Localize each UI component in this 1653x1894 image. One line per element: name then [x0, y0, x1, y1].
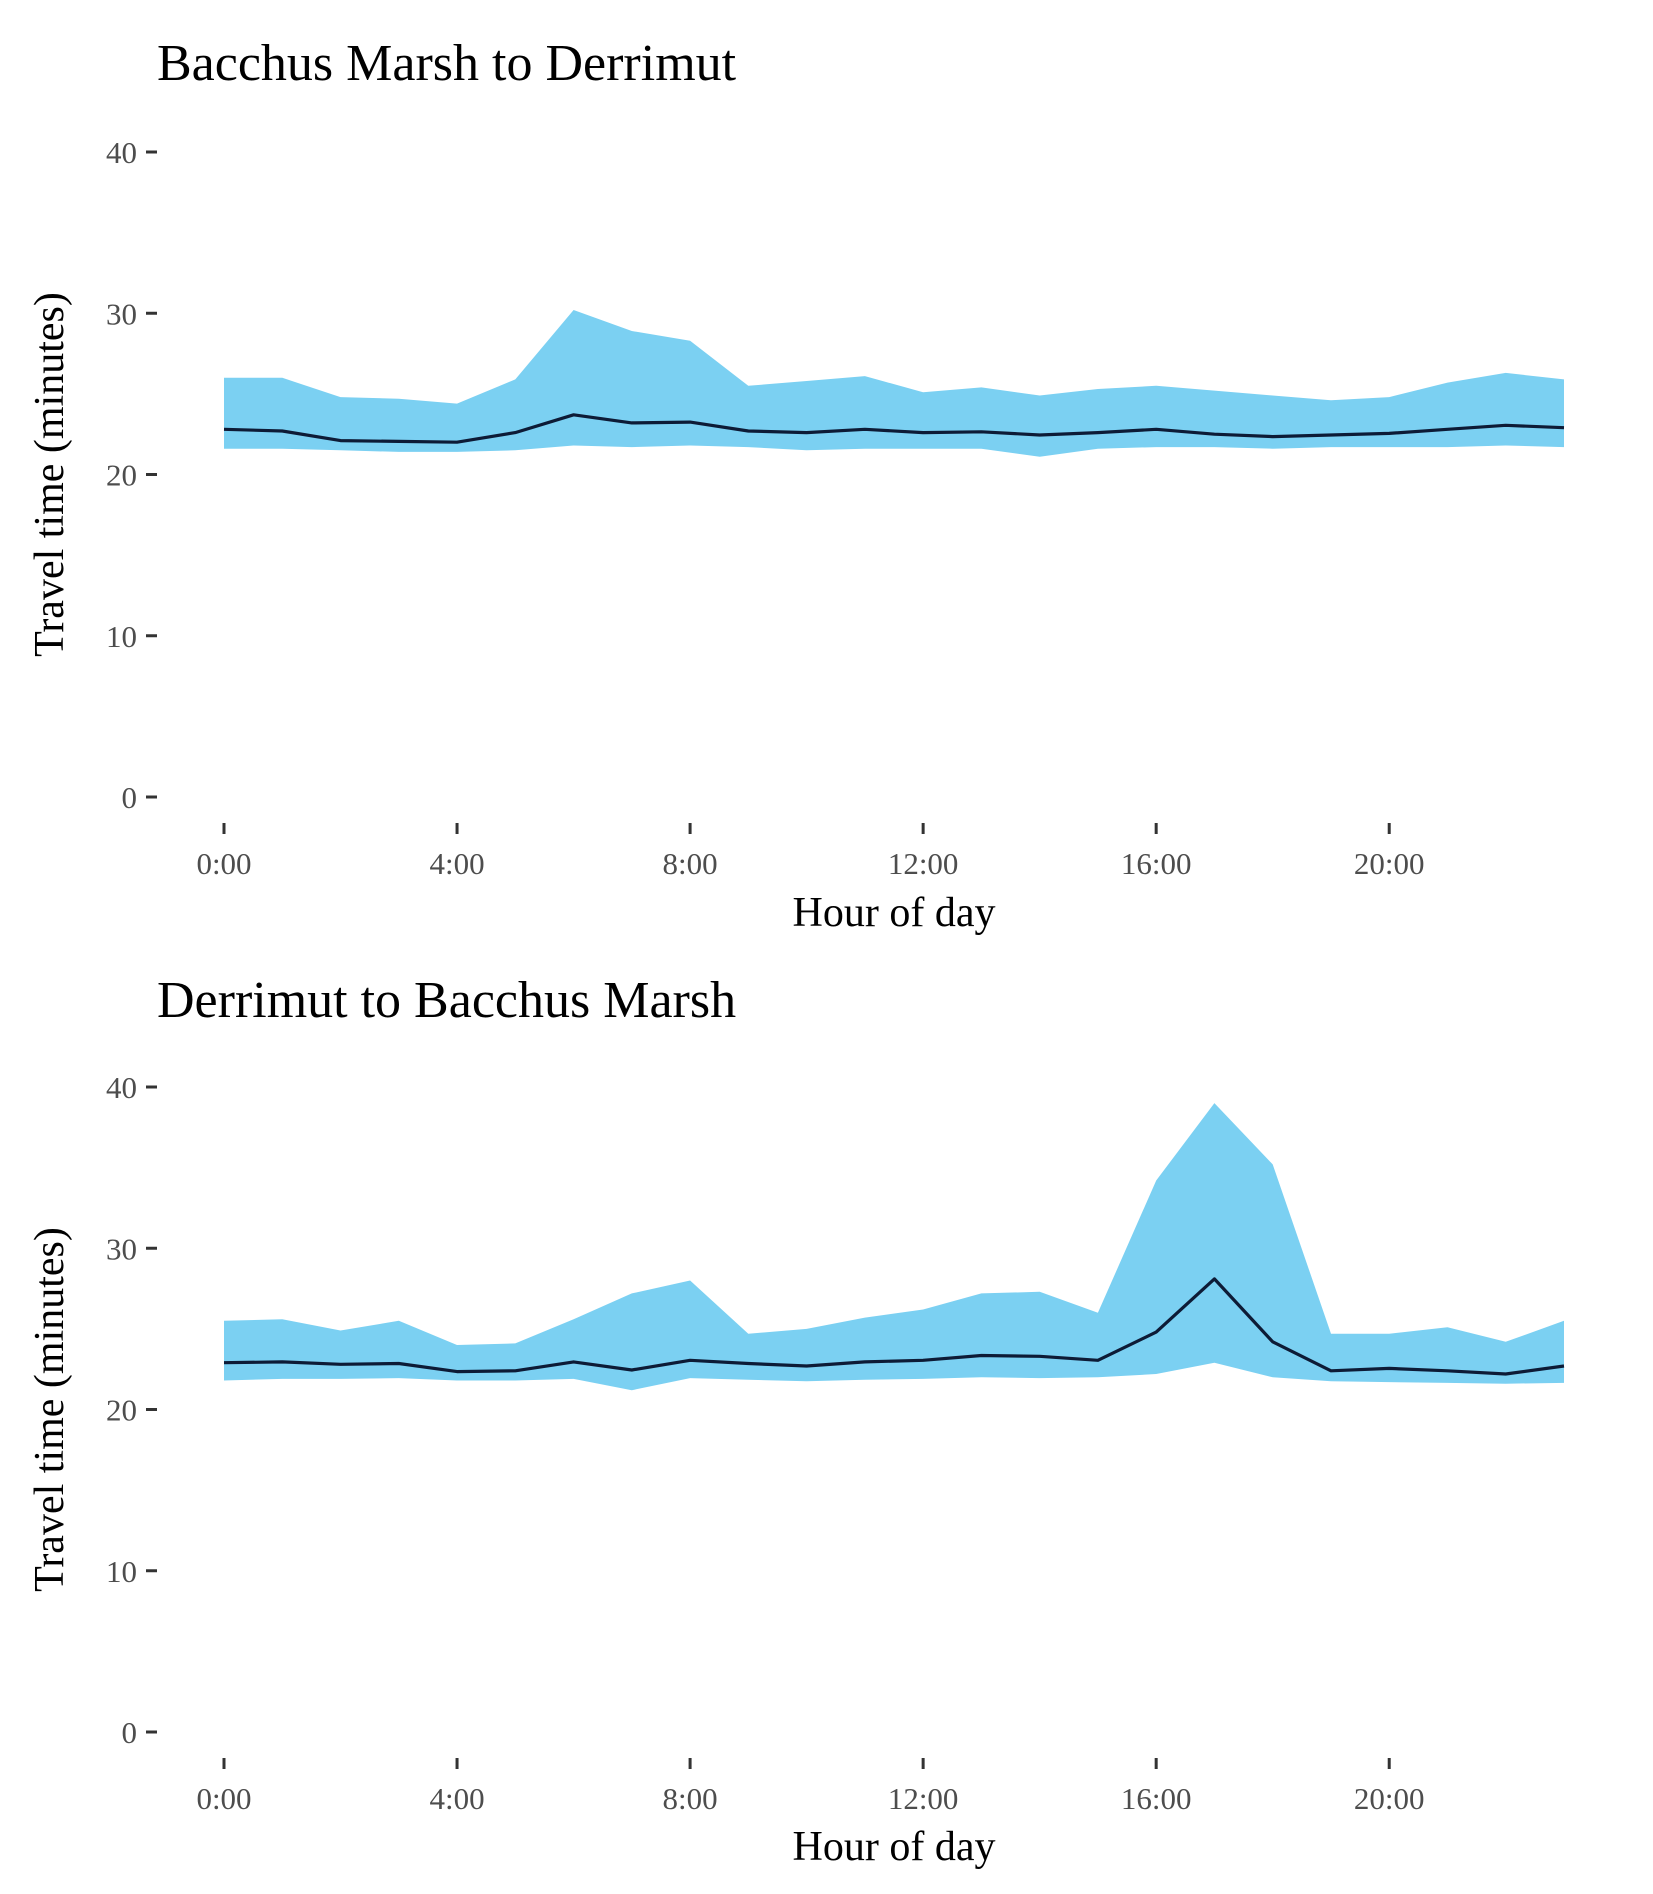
y-tick-label: 30 [106, 1231, 137, 1266]
x-tick-label: 0:00 [196, 846, 251, 881]
y-tick-label: 40 [106, 135, 137, 170]
median-line [223, 1277, 1565, 1376]
x-tick-label: 4:00 [429, 846, 484, 881]
x-tick-label: 20:00 [1354, 1781, 1425, 1816]
chart-title: Derrimut to Bacchus Marsh [157, 972, 736, 1029]
y-axis-title: Travel time (minutes) [27, 1227, 73, 1592]
range-band [224, 1103, 1564, 1391]
x-tick-label: 12:00 [888, 1781, 959, 1816]
x-tick-label: 16:00 [1121, 846, 1192, 881]
y-tick-label: 20 [106, 1393, 137, 1428]
chart-title: Bacchus Marsh to Derrimut [157, 35, 737, 92]
x-tick-label: 8:00 [663, 1781, 718, 1816]
x-axis-title: Hour of day [793, 1824, 996, 1870]
y-axis-title: Travel time (minutes) [27, 292, 73, 657]
y-tick-label: 0 [122, 1715, 138, 1750]
x-tick-label: 4:00 [429, 1781, 484, 1816]
x-tick-label: 16:00 [1121, 1781, 1192, 1816]
chart-panel-1: 0 10 20 30 40 0:00 4:00 8:00 12:00 16:00 20:00 Bacc… [27, 35, 1565, 936]
x-tick-label: 8:00 [663, 846, 718, 881]
y-tick-label: 40 [106, 1070, 137, 1105]
x-tick-label: 0:00 [196, 1781, 251, 1816]
median-line [223, 413, 1565, 444]
x-axis-title: Hour of day [793, 890, 996, 936]
y-tick-label: 0 [122, 780, 138, 815]
y-tick-label: 20 [106, 458, 137, 493]
x-tick-label: 20:00 [1354, 846, 1425, 881]
x-tick-label: 12:00 [888, 846, 959, 881]
y-tick-label: 10 [106, 1554, 137, 1589]
chart-panel-2: 0 10 20 30 40 0:00 4:00 8:00 12:00 16:00 20:00 Derr… [27, 972, 1565, 1870]
y-tick-label: 10 [106, 619, 137, 654]
y-tick-label: 30 [106, 296, 137, 331]
